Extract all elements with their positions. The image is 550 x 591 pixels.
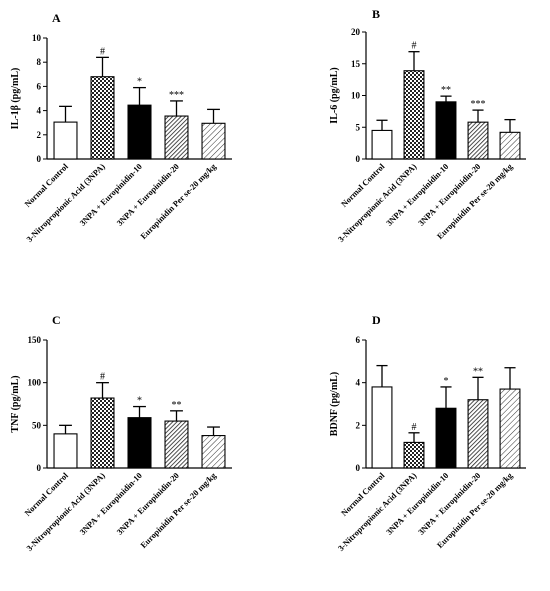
x-category-label: 3NPA + Europinidin-20 [115, 162, 181, 228]
significance-marker: * [444, 376, 449, 387]
significance-marker: ** [172, 400, 182, 411]
y-axis-label: IL-1β (pg/mL) [10, 68, 21, 130]
x-category-label: 3NPA + Europinidin-10 [385, 162, 451, 228]
bar [127, 417, 152, 469]
y-tick-label: 10 [351, 91, 361, 101]
y-tick-label: 4 [37, 106, 42, 116]
x-category-label: 3NPA + Europinidin-20 [417, 162, 483, 228]
y-tick-label: 6 [37, 81, 42, 91]
y-axis-label: TNF (pg/mL) [10, 375, 21, 432]
bar [499, 131, 521, 160]
bar [467, 121, 489, 160]
bar [164, 420, 189, 469]
significance-marker: *** [471, 99, 486, 110]
significance-marker: * [137, 77, 142, 88]
x-category-label: Europinidin Per se-20 mg/kg [139, 470, 219, 550]
significance-marker: # [412, 41, 417, 52]
significance-marker: # [100, 46, 105, 57]
bar [90, 76, 115, 160]
y-tick-label: 20 [351, 27, 361, 37]
bar [435, 101, 457, 160]
significance-marker: * [137, 396, 142, 407]
significance-marker: *** [169, 90, 184, 101]
bar [53, 433, 78, 469]
y-tick-label: 2 [356, 420, 361, 430]
y-tick-label: 15 [351, 59, 361, 69]
bar [90, 397, 115, 469]
y-tick-label: 6 [356, 335, 361, 345]
x-category-label: 3-Nitropropionic Acid (3NPA) [25, 471, 107, 553]
panel-letter: A [52, 11, 61, 25]
significance-marker: # [100, 372, 105, 383]
bar [164, 115, 189, 160]
y-tick-label: 100 [28, 378, 42, 388]
x-category-label: 3NPA + Europinidin-10 [78, 471, 144, 537]
bar [201, 122, 226, 160]
bar [371, 129, 393, 160]
bar [403, 70, 425, 160]
x-category-label: 3-Nitropropionic Acid (3NPA) [25, 162, 107, 244]
x-category-label: 3NPA + Europinidin-10 [385, 471, 451, 537]
panel-letter: D [372, 313, 381, 327]
x-category-label: 3NPA + Europinidin-10 [78, 162, 144, 228]
x-category-label: 3NPA + Europinidin-20 [115, 471, 181, 537]
x-category-label: 3NPA + Europinidin-20 [417, 471, 483, 537]
bar [127, 104, 152, 160]
y-tick-label: 0 [37, 463, 42, 473]
y-tick-label: 10 [32, 33, 42, 43]
y-tick-label: 0 [37, 154, 42, 164]
panel-letter: C [52, 313, 61, 327]
y-tick-label: 50 [32, 420, 42, 430]
bar [53, 121, 78, 160]
x-category-label: Europinidin Per se-20 mg/kg [139, 161, 219, 241]
y-tick-label: 2 [37, 130, 42, 140]
significance-marker: ** [473, 366, 483, 377]
y-tick-label: 0 [356, 463, 361, 473]
bar [403, 441, 425, 469]
y-axis-label: BDNF (pg/mL) [329, 372, 340, 436]
y-tick-label: 0 [356, 154, 361, 164]
y-tick-label: 150 [28, 335, 42, 345]
panel-letter: B [372, 7, 380, 21]
significance-marker: ** [441, 85, 451, 96]
y-tick-label: 8 [37, 57, 42, 67]
bar [201, 435, 226, 469]
significance-marker: # [412, 422, 417, 433]
y-axis-label: IL-6 (pg/mL) [329, 67, 340, 123]
bar [499, 388, 521, 469]
y-tick-label: 5 [356, 122, 361, 132]
bar [371, 386, 393, 469]
bar [467, 399, 489, 469]
bar [435, 407, 457, 469]
y-tick-label: 4 [356, 378, 361, 388]
